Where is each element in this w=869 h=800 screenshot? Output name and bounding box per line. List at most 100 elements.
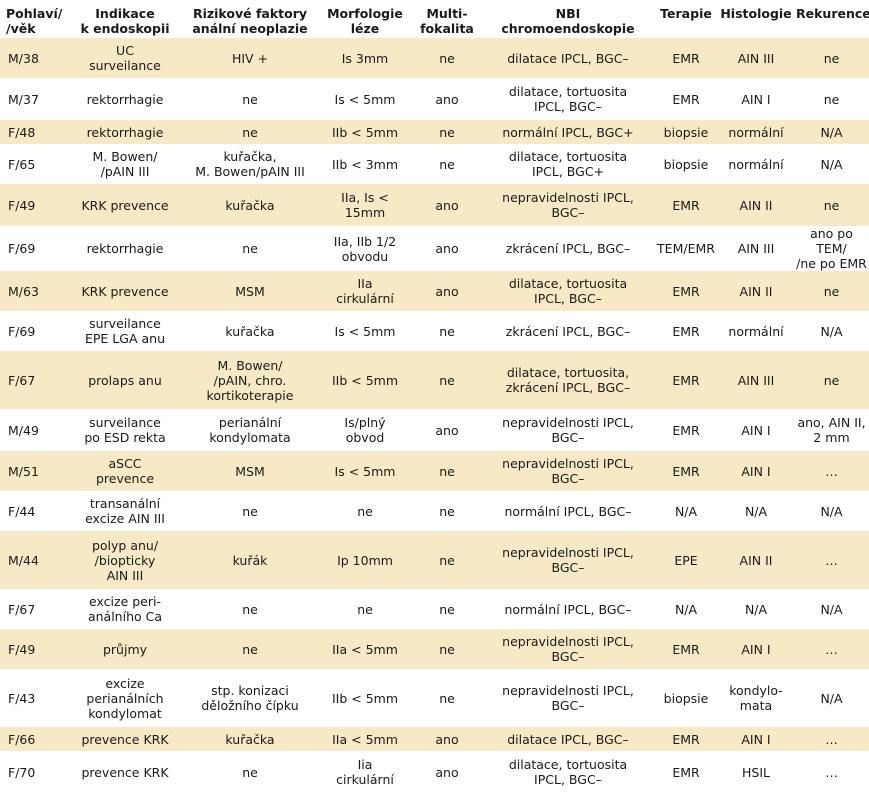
- cell-indication: KRK prevence: [68, 184, 182, 226]
- cell-line: N/A: [674, 503, 698, 519]
- cell-line: N/A: [820, 690, 843, 706]
- cell-recurrence: ano po TEM//ne po EMR: [794, 226, 869, 271]
- cell-therapy: EMR: [654, 629, 718, 669]
- cell-line: normální IPCL, BGC–: [504, 503, 632, 519]
- cell-indication: prevence KRK: [68, 751, 182, 793]
- cell-line: Is/plný: [344, 415, 386, 430]
- cell-line: F/67: [8, 372, 36, 388]
- cell-indication: KRK prevence: [68, 271, 182, 311]
- cell-line: M/38: [8, 50, 39, 66]
- cell-line: ne: [439, 124, 455, 140]
- cell-line: kuřačka: [225, 731, 275, 747]
- cell-recurrence: …: [794, 727, 869, 751]
- cell-line: IIb < 5mm: [331, 372, 399, 388]
- cell-indication: průjmy: [68, 629, 182, 669]
- cell-recurrence: …: [794, 629, 869, 669]
- cell-recurrence: N/A: [794, 120, 869, 144]
- cell-line: Rekurence: [796, 6, 869, 21]
- cell-recurrence: N/A: [794, 144, 869, 184]
- cell-indication: excize peri-análního Ca: [68, 589, 182, 629]
- cell-sex-age: M/38: [0, 38, 68, 78]
- cell-line: AIN I: [741, 463, 771, 479]
- cell-morphology: ne: [318, 589, 412, 629]
- cell-line: N/A: [820, 601, 843, 617]
- cell-line: ne: [439, 601, 455, 617]
- cell-indication: M. Bowen//pAIN III: [68, 144, 182, 184]
- table-row: M/37 rektorrhagie ne Is < 5mm ano dilatace, t…: [0, 78, 869, 120]
- cell-line: N/A: [820, 323, 843, 339]
- cell-line: prolaps anu: [88, 372, 162, 388]
- cell-line: po ESD rekta: [84, 430, 166, 445]
- cell-sex-age: M/51: [0, 451, 68, 491]
- cell-line: NBI: [555, 6, 581, 21]
- cell-line: KRK prevence: [81, 283, 169, 299]
- cell-line: dilatace, tortuosita: [508, 757, 628, 772]
- cell-recurrence: …: [794, 531, 869, 589]
- cell-line: ne: [439, 552, 455, 568]
- cell-line: prevence KRK: [81, 731, 169, 747]
- cell-line: nepravidelnosti IPCL,: [502, 545, 634, 560]
- cell-line: rektorrhagie: [86, 124, 164, 140]
- cell-line: BGC–: [551, 698, 585, 713]
- cell-sex-age: F/66: [0, 727, 68, 751]
- cell-line: kuřák: [232, 552, 268, 568]
- cell-line: surveilance: [89, 58, 161, 73]
- cell-line: EMR: [672, 323, 700, 339]
- cell-line: N/A: [744, 601, 768, 617]
- cell-line: Terapie: [660, 6, 712, 21]
- cell-line: Is 3mm: [341, 50, 389, 66]
- cell-line: ne: [439, 372, 455, 388]
- cell-line: F/67: [8, 601, 36, 617]
- cell-line: dilatace IPCL, BGC–: [507, 50, 629, 66]
- cell-therapy: N/A: [654, 491, 718, 531]
- cell-histology: AIN II: [718, 271, 794, 311]
- cell-nbi: dilatace, tortuosita, zkrácení IPCL, BGC–: [482, 351, 654, 409]
- cell-line: IIa, Is <: [341, 190, 389, 205]
- cell-histology: AIN II: [718, 184, 794, 226]
- cell-line: …: [825, 731, 838, 747]
- cell-line: AIN II: [739, 283, 773, 299]
- cell-line: M/49: [8, 422, 39, 438]
- cell-line: ne: [242, 91, 258, 107]
- table-row: F/49 KRK prevence kuřačka IIa, Is <15mm ano n…: [0, 184, 869, 226]
- cell-histology: normální: [718, 144, 794, 184]
- cell-morphology: Is < 5mm: [318, 78, 412, 120]
- cell-line: EPE: [674, 552, 698, 568]
- cell-line: ne: [439, 690, 455, 706]
- cell-line: perianálních: [86, 690, 164, 706]
- cell-line: Ip 10mm: [337, 552, 393, 568]
- cell-recurrence: ano, AIN II, 2 mm: [794, 409, 869, 451]
- column-header-recurrence: Rekurence: [794, 0, 869, 38]
- cell-line: Histologie: [720, 6, 792, 21]
- cell-line: ano: [435, 241, 459, 256]
- cell-indication: polyp anu//biopticky AIN III: [68, 531, 182, 589]
- cell-line: EMR: [672, 50, 700, 66]
- cell-line: UC: [116, 43, 134, 58]
- cell-indication: rektorrhagie: [68, 120, 182, 144]
- cell-recurrence: ne: [794, 78, 869, 120]
- cell-multifocality: ne: [412, 629, 482, 669]
- cell-line: biopsie: [663, 156, 709, 172]
- cell-therapy: EMR: [654, 351, 718, 409]
- cell-multifocality: ne: [412, 38, 482, 78]
- cell-nbi: dilatace IPCL, BGC–: [482, 38, 654, 78]
- cell-morphology: Iia cirkulární: [318, 751, 412, 793]
- cell-line: N/A: [674, 601, 698, 617]
- cell-morphology: IIb < 5mm: [318, 669, 412, 727]
- cell-histology: N/A: [718, 491, 794, 531]
- cell-multifocality: ano: [412, 751, 482, 793]
- cell-nbi: dilatace, tortuosita IPCL, BGC–: [482, 271, 654, 311]
- cell-therapy: EPE: [654, 531, 718, 589]
- cell-line: IIa < 5mm: [332, 731, 398, 747]
- cell-morphology: Is/plný obvod: [318, 409, 412, 451]
- cell-risk-factors: stp. konizaci děložního čípku: [182, 669, 318, 727]
- cell-line: prevence: [95, 471, 155, 486]
- cell-line: nepravidelnosti IPCL,: [502, 634, 634, 649]
- cell-therapy: biopsie: [654, 144, 718, 184]
- cell-line: ne: [439, 50, 455, 66]
- table-row: F/49 průjmy ne IIa < 5mm ne nepravidelnosti I…: [0, 629, 869, 669]
- cell-line: F/66: [8, 731, 36, 747]
- cell-line: IIb < 5mm: [331, 124, 399, 140]
- cell-line: BGC–: [551, 205, 585, 220]
- table-row: F/67 excize peri-análního Ca ne ne ne normáln…: [0, 589, 869, 629]
